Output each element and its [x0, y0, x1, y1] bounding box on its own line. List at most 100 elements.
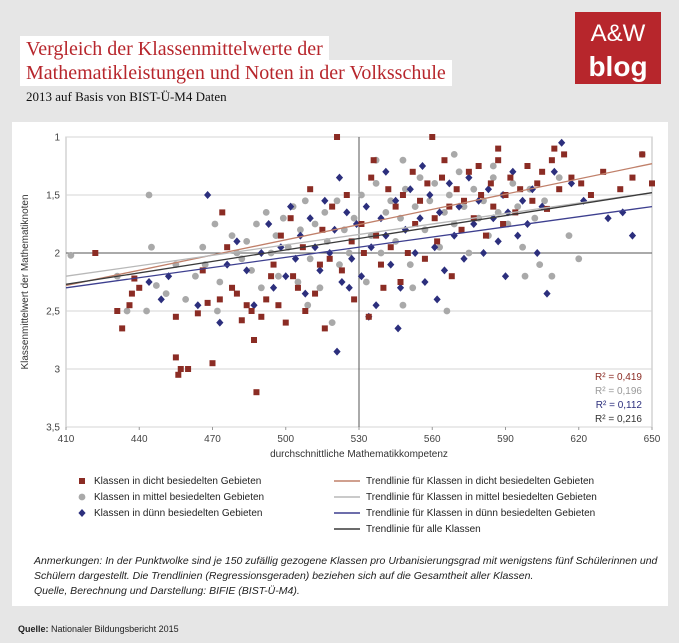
data-point-square — [475, 163, 482, 169]
data-point-circle — [372, 180, 380, 187]
data-point-circle — [536, 261, 544, 268]
data-point-diamond — [484, 185, 493, 194]
data-point-square — [587, 192, 594, 198]
trendline-dicht — [65, 163, 653, 287]
legend-marker-circle — [78, 493, 86, 501]
data-point-circle — [262, 209, 270, 216]
data-point-diamond — [619, 208, 627, 217]
x-tick-label: 560 — [424, 434, 441, 445]
data-point-square — [251, 337, 258, 343]
data-point-square — [431, 215, 438, 222]
data-point-circle — [409, 284, 417, 292]
data-point-square — [312, 290, 319, 297]
data-point-square — [351, 296, 358, 303]
data-point-square — [370, 157, 377, 164]
trendline-alle — [65, 192, 653, 285]
data-point-square — [224, 244, 231, 251]
data-point-square — [334, 134, 341, 140]
data-point-square — [119, 325, 126, 332]
data-point-diamond — [377, 214, 385, 223]
data-point-circle — [123, 307, 131, 315]
legend-marker-square — [79, 478, 85, 484]
data-point-square — [243, 302, 250, 309]
data-point-diamond — [333, 347, 341, 356]
data-point-diamond — [243, 266, 251, 275]
data-point-circle — [321, 209, 329, 216]
data-point-square — [534, 180, 541, 187]
data-point-square — [490, 203, 497, 210]
data-point-circle — [416, 174, 424, 181]
data-point-diamond — [460, 254, 468, 263]
data-point-circle — [531, 214, 539, 222]
data-point-square — [290, 273, 297, 280]
y-tick-label: 1,5 — [46, 191, 60, 202]
data-point-diamond — [382, 231, 390, 240]
data-point-square — [478, 192, 485, 198]
r2-label: R² = 0,112 — [596, 400, 643, 411]
data-point-square — [253, 389, 260, 396]
x-tick-label: 650 — [644, 434, 661, 445]
data-point-diamond — [445, 179, 453, 188]
data-point-diamond — [301, 289, 309, 298]
trendline-duenn — [65, 205, 653, 289]
data-point-diamond — [387, 260, 395, 269]
data-point-square — [380, 284, 387, 291]
data-point-circle — [358, 191, 365, 199]
data-point-square — [338, 267, 345, 274]
data-point-square — [387, 244, 394, 251]
data-point-square — [307, 186, 314, 193]
data-point-square — [248, 308, 255, 314]
data-point-circle — [445, 191, 453, 199]
data-point-circle — [489, 174, 497, 181]
data-point-circle — [253, 220, 260, 228]
data-point-square — [556, 186, 563, 193]
data-point-diamond — [335, 173, 344, 182]
data-point-circle — [192, 272, 199, 280]
data-point-diamond — [465, 173, 473, 182]
legend-label: Klassen in dicht besiedelten Gebieten — [94, 476, 261, 487]
y-axis-ticks: 1 1,5 2 2,5 3 3,5 — [46, 133, 60, 434]
y-tick-label: 2,5 — [46, 307, 60, 318]
r2-label: R² = 0,419 — [595, 372, 642, 383]
aw-blog-logo[interactable]: A&W blog — [575, 12, 661, 84]
data-point-circle — [382, 209, 390, 216]
x-axis-label: durchschnittliche Mathematikkompetenz — [270, 449, 448, 460]
data-point-circle — [182, 296, 190, 303]
data-point-square — [277, 232, 284, 239]
data-point-square — [487, 180, 494, 187]
data-point-diamond — [345, 283, 353, 292]
data-point-square — [409, 168, 416, 175]
data-point-circle — [431, 180, 439, 187]
data-point-diamond — [628, 231, 637, 240]
data-point-square — [282, 319, 289, 326]
data-point-square — [343, 192, 350, 198]
data-point-diamond — [145, 278, 153, 286]
data-point-square — [238, 317, 245, 324]
data-point-diamond — [416, 214, 424, 223]
data-point-circle — [411, 203, 419, 210]
data-point-square — [424, 180, 431, 187]
data-point-diamond — [277, 243, 285, 252]
source-text: Nationaler Bildungsbericht 2015 — [51, 624, 179, 634]
data-point-circle — [199, 243, 207, 251]
data-point-circle — [401, 185, 409, 193]
data-point-square — [617, 186, 624, 193]
data-point-circle — [306, 255, 314, 263]
data-point-square — [319, 226, 326, 233]
data-point-diamond — [250, 301, 258, 310]
data-point-square — [348, 238, 355, 245]
data-point-square — [568, 174, 575, 181]
data-point-square — [185, 366, 192, 372]
x-axis-ticks: 410 440 470 500 530 560 590 620 650 — [58, 427, 661, 445]
data-point-diamond — [269, 283, 278, 292]
data-point-diamond — [418, 162, 427, 170]
logo-background — [575, 12, 661, 84]
data-point-square — [397, 279, 404, 285]
data-point-square — [561, 151, 568, 158]
data-point-square — [412, 221, 419, 227]
data-point-diamond — [216, 318, 224, 327]
data-point-diamond — [479, 249, 488, 257]
data-point-square — [219, 209, 226, 216]
trendline-mittel — [65, 192, 653, 277]
data-point-square — [229, 284, 236, 291]
